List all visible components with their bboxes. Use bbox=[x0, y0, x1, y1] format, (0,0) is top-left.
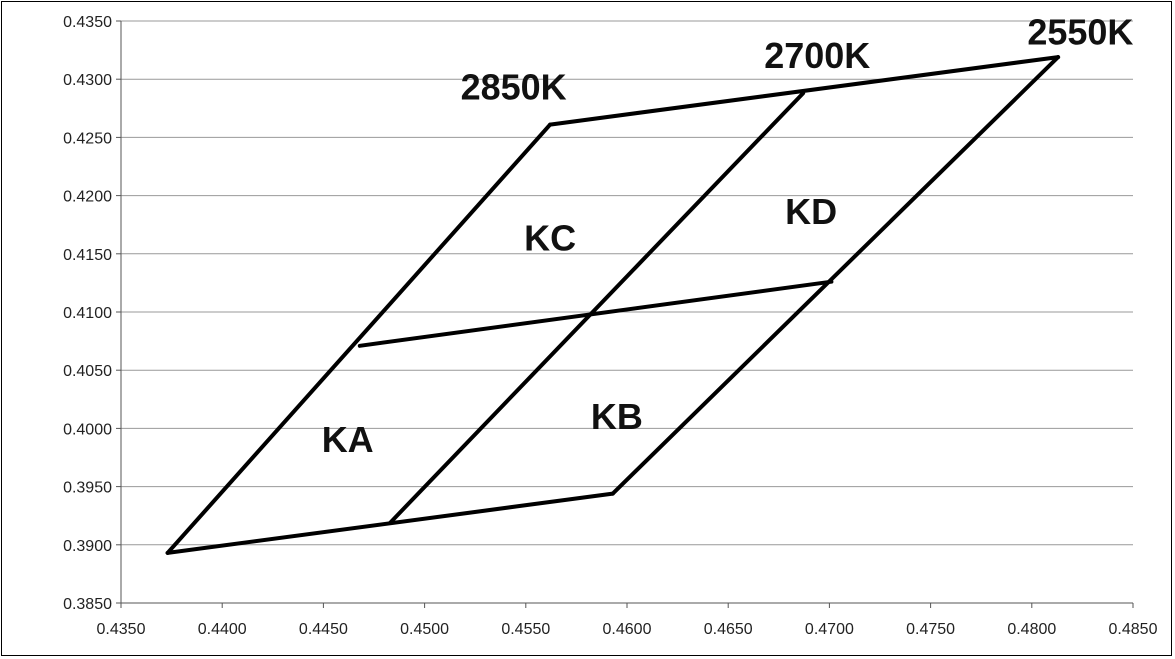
annotations: 2850K 2700K 2550K KC KD KA KB bbox=[322, 12, 1134, 460]
x-tick-label: 0.4600 bbox=[603, 621, 652, 638]
annotation-2850k: 2850K bbox=[461, 66, 567, 107]
bin-boundary-line-3 bbox=[610, 55, 1061, 496]
y-tick-label: 0.3900 bbox=[63, 538, 112, 555]
x-tick-label: 0.4550 bbox=[501, 621, 550, 638]
annotation-kc: KC bbox=[524, 218, 576, 259]
x-tick-label: 0.4750 bbox=[906, 621, 955, 638]
y-tick-label: 0.4100 bbox=[63, 305, 112, 322]
annotation-2700k: 2700K bbox=[764, 35, 870, 76]
y-tick-label: 0.3850 bbox=[63, 596, 112, 613]
y-tick-label: 0.4000 bbox=[63, 421, 112, 438]
bin-boundary-line-6 bbox=[357, 279, 834, 348]
annotation-ka: KA bbox=[322, 419, 374, 460]
y-tick-label: 0.4300 bbox=[63, 72, 112, 89]
bin-boundary-line-4 bbox=[548, 55, 1061, 127]
bin-boundary-line-1 bbox=[165, 122, 553, 555]
y-tick-label: 0.4250 bbox=[63, 130, 112, 147]
bin-boundary-line-2 bbox=[388, 91, 806, 525]
bin-boundary-line-5 bbox=[165, 491, 615, 555]
x-tick-label: 0.4450 bbox=[299, 621, 348, 638]
y-tick-label: 0.4050 bbox=[63, 363, 112, 380]
x-tick-label: 0.4400 bbox=[198, 621, 247, 638]
axes bbox=[116, 20, 1134, 608]
x-tick-label: 0.4850 bbox=[1109, 621, 1158, 638]
y-tick-label: 0.4350 bbox=[63, 14, 112, 31]
y-tick-labels: 0.4350 0.4300 0.4250 0.4200 0.4150 0.4100 0.40… bbox=[63, 14, 112, 613]
x-tick-label: 0.4650 bbox=[704, 621, 753, 638]
x-tick-label: 0.4350 bbox=[97, 621, 146, 638]
y-tick-label: 0.4150 bbox=[63, 247, 112, 264]
x-tick-labels: 0.4350 0.4400 0.4450 0.4500 0.4550 0.4600 0.46… bbox=[97, 621, 1158, 638]
x-tick-label: 0.4500 bbox=[400, 621, 449, 638]
annotation-kb: KB bbox=[591, 396, 643, 437]
x-tick-label: 0.4800 bbox=[1007, 621, 1056, 638]
y-tick-label: 0.3950 bbox=[63, 480, 112, 497]
bin-boundary-lines bbox=[165, 55, 1061, 555]
x-tick-label: 0.4700 bbox=[805, 621, 854, 638]
y-tick-label: 0.4200 bbox=[63, 189, 112, 206]
annotation-kd: KD bbox=[785, 191, 837, 232]
gridlines bbox=[121, 20, 1133, 604]
annotation-2550k: 2550K bbox=[1027, 12, 1133, 53]
